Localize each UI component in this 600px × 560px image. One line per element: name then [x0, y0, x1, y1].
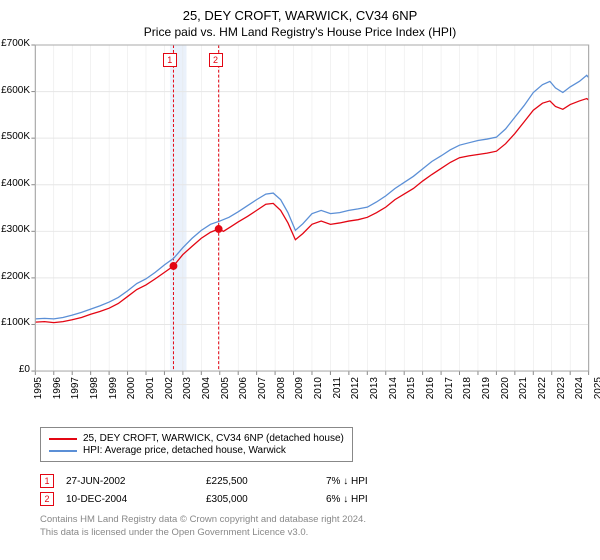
- y-tick-label: £200K: [0, 272, 30, 282]
- x-tick-label: 2016: [425, 377, 436, 417]
- marker-box: 2: [40, 492, 54, 506]
- legend-swatch: [49, 438, 77, 440]
- x-tick-label: 2017: [444, 377, 455, 417]
- y-tick-label: £400K: [0, 179, 30, 189]
- chart-footer: 25, DEY CROFT, WARWICK, CV34 6NP (detach…: [40, 427, 590, 540]
- y-tick-label: £500K: [0, 132, 30, 142]
- x-tick-label: 2011: [332, 377, 343, 417]
- transaction-price: £225,500: [206, 476, 326, 487]
- transaction-date: 27-JUN-2002: [66, 476, 206, 487]
- legend-box: 25, DEY CROFT, WARWICK, CV34 6NP (detach…: [40, 427, 353, 462]
- x-tick-label: 2000: [126, 377, 137, 417]
- x-tick-label: 2006: [238, 377, 249, 417]
- x-tick-label: 2010: [313, 377, 324, 417]
- legend-label: 25, DEY CROFT, WARWICK, CV34 6NP (detach…: [83, 433, 344, 444]
- y-tick-label: £600K: [0, 86, 30, 96]
- x-tick-label: 2014: [388, 377, 399, 417]
- transaction-delta: 7% ↓ HPI: [326, 476, 446, 487]
- transaction-price: £305,000: [206, 494, 326, 505]
- marker-box: 1: [163, 53, 177, 67]
- x-tick-label: 1998: [89, 377, 100, 417]
- x-tick-label: 1996: [52, 377, 63, 417]
- x-tick-label: 2008: [276, 377, 287, 417]
- x-tick-label: 2025: [593, 377, 600, 417]
- transaction-delta: 6% ↓ HPI: [326, 494, 446, 505]
- legend-label: HPI: Average price, detached house, Warw…: [83, 445, 286, 456]
- transaction-rows: 1 27-JUN-2002£225,5007% ↓ HPI 2 10-DEC-2004…: [40, 474, 590, 506]
- chart-svg: [30, 45, 590, 375]
- x-tick-label: 2001: [145, 377, 156, 417]
- x-tick-label: 2013: [369, 377, 380, 417]
- y-tick-label: £100K: [0, 318, 30, 328]
- y-tick-label: £700K: [0, 39, 30, 49]
- x-tick-label: 1995: [33, 377, 44, 417]
- copyright-line-2: This data is licensed under the Open Gov…: [40, 527, 590, 540]
- copyright-text: Contains HM Land Registry data © Crown c…: [40, 514, 590, 540]
- legend-row: HPI: Average price, detached house, Warw…: [49, 445, 344, 456]
- x-tick-label: 2015: [406, 377, 417, 417]
- x-tick-label: 2007: [257, 377, 268, 417]
- copyright-line-1: Contains HM Land Registry data © Crown c…: [40, 514, 590, 527]
- legend-swatch: [49, 450, 77, 452]
- x-tick-label: 2002: [164, 377, 175, 417]
- transaction-row: 1 27-JUN-2002£225,5007% ↓ HPI: [40, 474, 590, 488]
- x-tick-label: 2009: [294, 377, 305, 417]
- chart-container: 25, DEY CROFT, WARWICK, CV34 6NP Price p…: [0, 0, 600, 540]
- x-tick-label: 2021: [518, 377, 529, 417]
- x-tick-label: 2022: [537, 377, 548, 417]
- transaction-row: 2 10-DEC-2004£305,0006% ↓ HPI: [40, 492, 590, 506]
- x-tick-label: 2005: [220, 377, 231, 417]
- plot-area: £700K£600K£500K£400K£300K£200K£100K£0 19…: [30, 45, 590, 375]
- transaction-date: 10-DEC-2004: [66, 494, 206, 505]
- legend-row: 25, DEY CROFT, WARWICK, CV34 6NP (detach…: [49, 433, 344, 444]
- x-tick-label: 2018: [462, 377, 473, 417]
- x-tick-label: 1999: [108, 377, 119, 417]
- x-tick-label: 2003: [182, 377, 193, 417]
- x-tick-label: 2023: [556, 377, 567, 417]
- x-tick-label: 2020: [500, 377, 511, 417]
- marker-box: 1: [40, 474, 54, 488]
- x-axis-labels: 1995 1996 1997 1998 1999 2000 2001 2002 2003 2004…: [30, 379, 590, 423]
- y-tick-label: £300K: [0, 225, 30, 235]
- y-axis-labels: £700K £600K £500K £400K £300K £200K £100K £0: [0, 39, 30, 375]
- chart-title: 25, DEY CROFT, WARWICK, CV34 6NP: [10, 8, 590, 23]
- chart-subtitle: Price paid vs. HM Land Registry's House …: [10, 25, 590, 39]
- x-tick-label: 2012: [350, 377, 361, 417]
- y-tick-label: £0: [0, 365, 30, 375]
- x-tick-label: 1997: [70, 377, 81, 417]
- x-tick-label: 2004: [201, 377, 212, 417]
- marker-box: 2: [209, 53, 223, 67]
- x-tick-label: 2024: [574, 377, 585, 417]
- x-tick-label: 2019: [481, 377, 492, 417]
